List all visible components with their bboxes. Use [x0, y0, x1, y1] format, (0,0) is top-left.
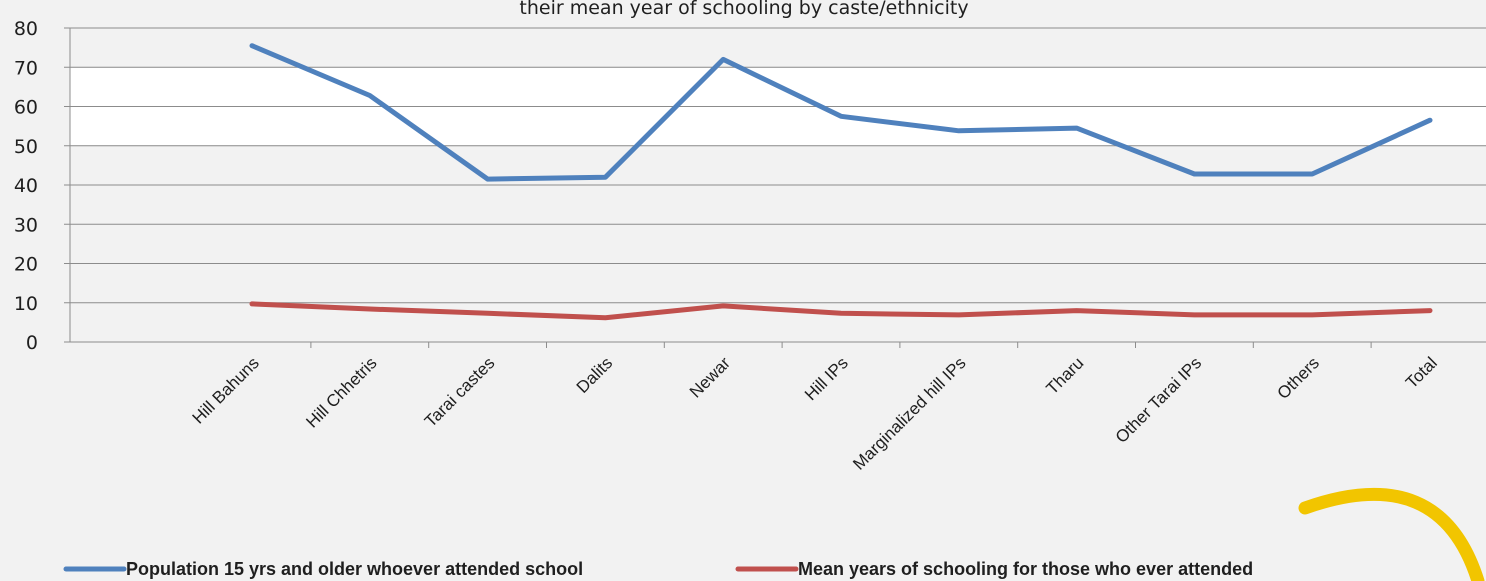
- series-lines: [249, 43, 1433, 321]
- y-tick-label-40: 40: [14, 175, 38, 197]
- axes: [64, 27, 1486, 348]
- x-tick-label-total: Total: [1402, 353, 1441, 392]
- y-tick-label-60: 60: [14, 97, 38, 119]
- series-line-0: [249, 43, 1433, 182]
- x-tick-label-hill-bahuns: Hill Bahuns: [189, 353, 263, 427]
- series-line-1: [249, 301, 1433, 321]
- y-tick-label-30: 30: [14, 214, 38, 236]
- y-tick-label-50: 50: [14, 136, 38, 158]
- y-tick-label-0: 0: [26, 332, 38, 354]
- x-tick-labels: Hill Bahuns Hill Chhetris Tarai castes Dali…: [189, 353, 1441, 474]
- x-tick-label-other-tarai-ips: Other Tarai IPs: [1112, 353, 1205, 446]
- y-tick-labels: 0 10 20 30 40 50 60 70 80: [14, 18, 38, 354]
- y-tick-label-10: 10: [14, 293, 38, 315]
- x-tick-label-newar: Newar: [686, 353, 734, 401]
- y-tick-label-80: 80: [14, 18, 38, 40]
- legend: Population 15 yrs and older whoever atte…: [63, 559, 1253, 579]
- x-tick-label-hill-ips: Hill IPs: [801, 353, 852, 404]
- legend-label-population: Population 15 yrs and older whoever atte…: [126, 559, 583, 579]
- x-tick-label-tarai-castes: Tarai castes: [421, 353, 499, 431]
- x-tick-label-tharu: Tharu: [1043, 353, 1088, 398]
- x-tick-label-hill-chhetris: Hill Chhetris: [302, 353, 380, 431]
- x-tick-label-dalits: Dalits: [573, 353, 616, 396]
- chart-title: their mean year of schooling by caste/et…: [519, 0, 968, 19]
- x-tick-label-marginalized-hill-ips: Marginalized hill IPs: [849, 353, 969, 473]
- yellow-arc-decoration: [1298, 488, 1485, 581]
- y-tick-label-20: 20: [14, 254, 38, 276]
- legend-label-mean-years: Mean years of schooling for those who ev…: [798, 559, 1253, 579]
- y-tick-label-70: 70: [14, 57, 38, 79]
- x-tick-label-others: Others: [1274, 353, 1324, 403]
- gridlines: [70, 27, 1486, 304]
